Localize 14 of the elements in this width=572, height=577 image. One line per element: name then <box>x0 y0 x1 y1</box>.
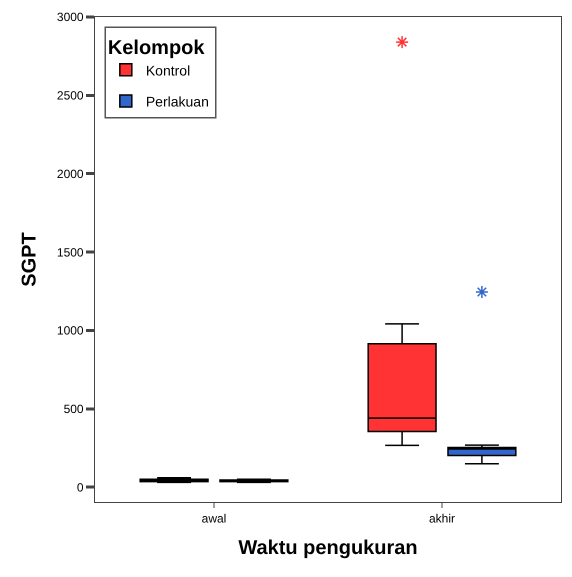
legend-title: Kelompok <box>108 37 206 60</box>
x-axis-title: Waktu pengukuran <box>238 536 418 559</box>
y-tick-label: 2500 <box>56 88 84 103</box>
x-tick-label: akhir <box>428 511 456 526</box>
y-tick-label: 500 <box>64 402 84 416</box>
y-tick-label: 0 <box>76 480 84 494</box>
y-axis-title: SGPT <box>18 232 40 287</box>
y-tick-label: 2000 <box>56 166 84 181</box>
legend-label: Perlakuan <box>146 93 209 110</box>
x-tick-label: awal <box>202 511 226 526</box>
legend-label: Kontrol <box>146 62 190 78</box>
y-tick-label: 1000 <box>56 324 84 338</box>
y-tick-label: 3000 <box>56 10 84 24</box>
y-tick-label: 1500 <box>56 245 84 260</box>
